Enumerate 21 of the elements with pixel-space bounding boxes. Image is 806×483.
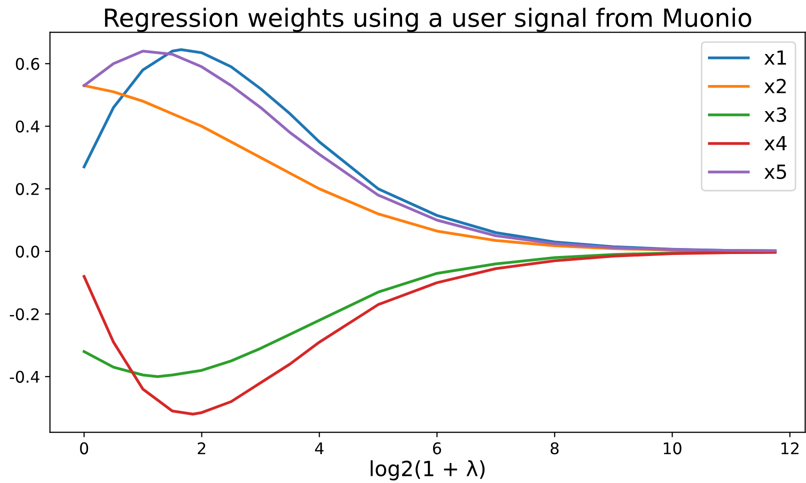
x-tick-label: 10 bbox=[664, 442, 682, 454]
y-tick-label: 0.6 bbox=[16, 58, 40, 70]
x-tick-label: 2 bbox=[198, 442, 206, 454]
x-tick-label: 8 bbox=[550, 442, 559, 454]
legend-label: x1 bbox=[764, 50, 786, 65]
y-tick-label: 0.4 bbox=[16, 120, 40, 133]
y-tick-label: -0.4 bbox=[10, 370, 40, 383]
legend-label: x3 bbox=[764, 107, 786, 122]
legend-label: x2 bbox=[764, 78, 786, 94]
x-tick-label: 4 bbox=[315, 442, 324, 454]
y-tick-label: 0.0 bbox=[16, 246, 40, 258]
y-tick-label: 0.2 bbox=[16, 183, 39, 196]
line-series bbox=[82, 250, 777, 416]
chart-title: Regression weights using a user signal from Muonio bbox=[105, 8, 752, 32]
x-tick-label: 12 bbox=[781, 442, 798, 454]
x-tick-label: 0 bbox=[80, 442, 88, 454]
legend-label: x5 bbox=[764, 164, 786, 180]
legend-label: x4 bbox=[764, 136, 787, 150]
x-axis-title: log2(1 + λ) bbox=[370, 460, 485, 480]
y-tick-label: -0.2 bbox=[10, 308, 39, 320]
x-tick-label: 6 bbox=[433, 442, 442, 454]
